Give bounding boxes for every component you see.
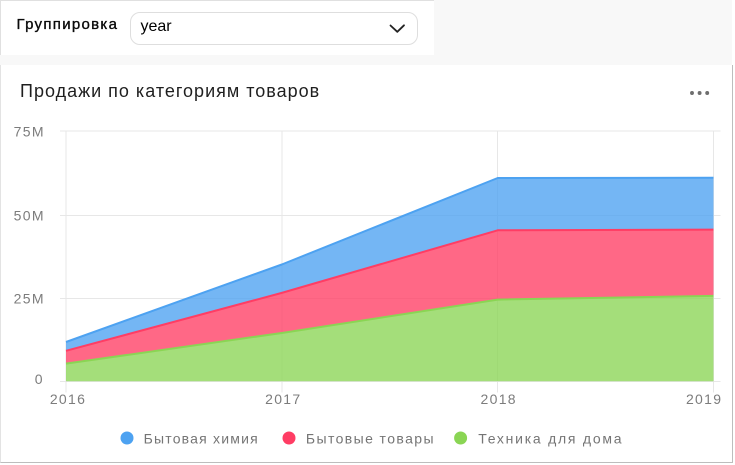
svg-text:2017: 2017 xyxy=(265,391,301,407)
svg-text:2016: 2016 xyxy=(50,391,86,407)
svg-text:Бытовая химия: Бытовая химия xyxy=(144,431,259,447)
svg-text:50M: 50M xyxy=(14,208,45,224)
svg-text:2018: 2018 xyxy=(481,391,517,407)
svg-text:2019: 2019 xyxy=(686,391,722,407)
svg-text:Техника для дома: Техника для дома xyxy=(478,431,623,447)
svg-text:0: 0 xyxy=(35,371,43,387)
svg-text:Бытовые товары: Бытовые товары xyxy=(306,431,435,447)
svg-text:25M: 25M xyxy=(14,290,45,306)
svg-text:75M: 75M xyxy=(14,123,45,139)
